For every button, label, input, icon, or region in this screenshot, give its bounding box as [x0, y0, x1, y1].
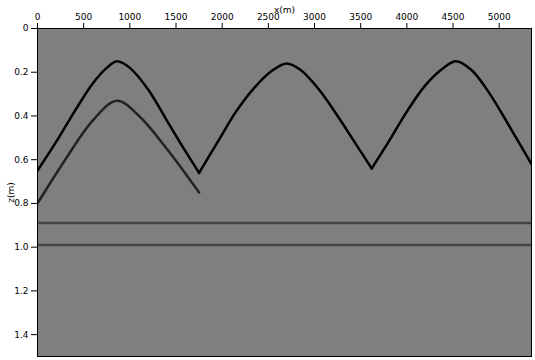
svg-text:0.4: 0.4 [14, 111, 29, 121]
svg-text:0: 0 [23, 23, 29, 33]
svg-text:2000: 2000 [211, 12, 234, 22]
svg-text:2500: 2500 [256, 11, 280, 22]
svg-text:0.8: 0.8 [14, 198, 29, 208]
svg-text:3500: 3500 [349, 12, 372, 22]
svg-text:z(m): z(m) [6, 182, 16, 203]
svg-text:4500: 4500 [442, 12, 465, 22]
svg-text:1000: 1000 [118, 12, 141, 22]
svg-text:1500: 1500 [165, 12, 188, 22]
svg-text:3000: 3000 [303, 12, 326, 22]
svg-text:x(m): x(m) [274, 5, 295, 15]
svg-text:0: 0 [35, 12, 41, 22]
svg-text:0.2: 0.2 [14, 67, 28, 77]
svg-text:1.0: 1.0 [14, 242, 29, 252]
svg-text:1.4: 1.4 [14, 330, 29, 340]
svg-text:1.2: 1.2 [14, 286, 28, 296]
svg-text:500: 500 [75, 12, 92, 22]
svg-text:5000: 5000 [488, 12, 511, 22]
svg-text:0.6: 0.6 [14, 155, 29, 165]
svg-text:4000: 4000 [395, 12, 418, 22]
